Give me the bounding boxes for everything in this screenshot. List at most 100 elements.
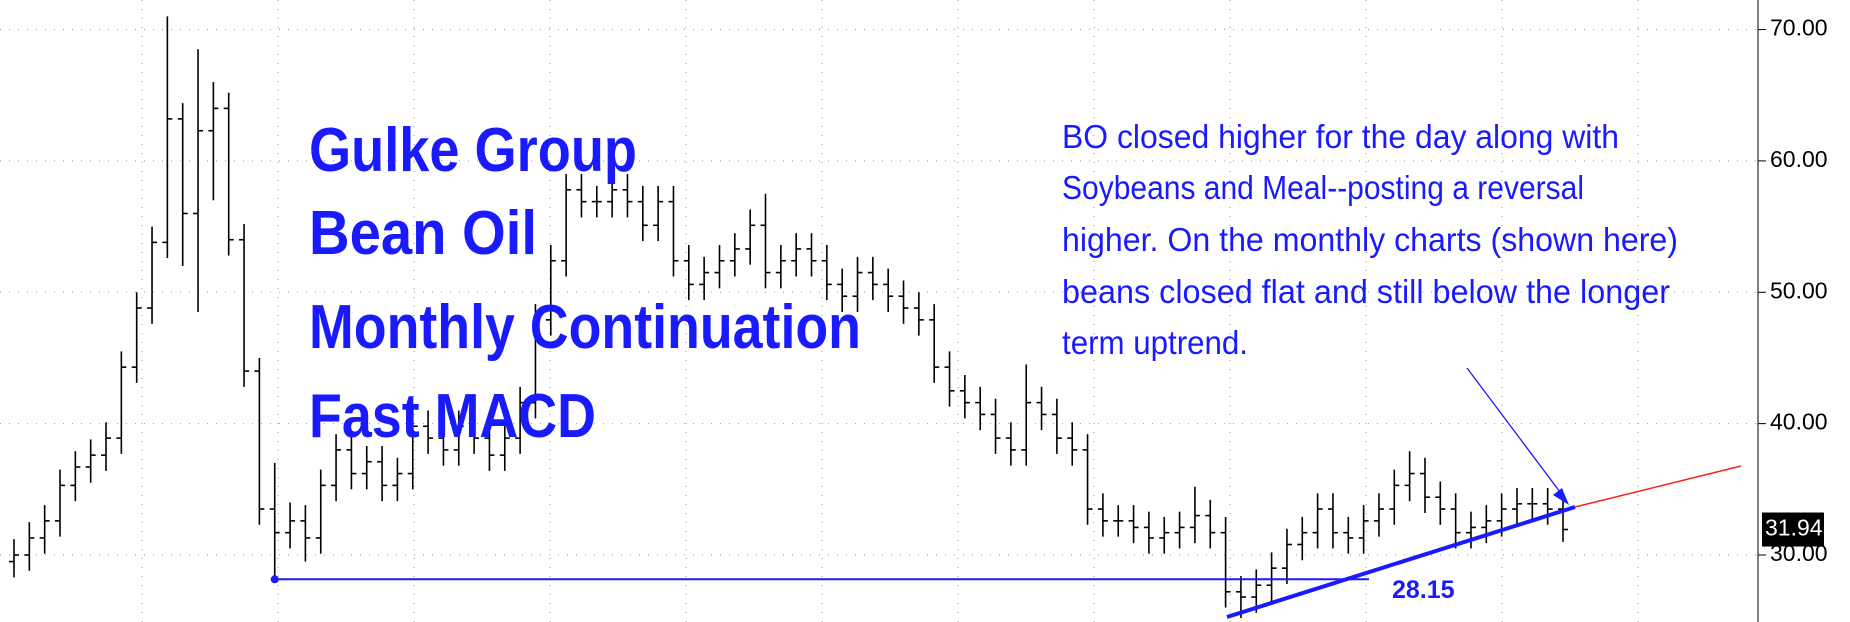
bar <box>959 375 970 419</box>
bar <box>1205 499 1216 549</box>
bar <box>453 410 464 466</box>
y-tick-label: 40.00 <box>1770 409 1828 435</box>
bar <box>591 185 602 218</box>
overlay: 28.15 <box>270 367 1742 619</box>
bar <box>85 439 96 483</box>
note-line: higher. On the monthly charts (shown her… <box>1062 221 1678 258</box>
bar <box>269 463 280 580</box>
bar <box>193 49 204 312</box>
bar <box>668 185 679 277</box>
support-dot <box>270 575 279 584</box>
bar <box>729 233 740 277</box>
note-line: Soybeans and Meal--posting a reversal <box>1062 169 1584 206</box>
bar <box>975 386 986 431</box>
bar <box>607 174 618 218</box>
bar <box>561 174 572 277</box>
bar <box>1097 493 1108 537</box>
bar <box>791 233 802 277</box>
bar <box>1297 516 1308 561</box>
bar <box>1511 488 1522 525</box>
bar <box>1373 493 1384 537</box>
bar <box>898 280 909 324</box>
bar <box>775 244 786 289</box>
bar <box>1082 434 1093 525</box>
bars <box>9 16 1568 619</box>
trend-extension <box>1574 465 1742 508</box>
bar <box>239 223 250 387</box>
y-tick-label: 70.00 <box>1770 15 1828 41</box>
bar <box>867 256 878 301</box>
bar <box>1389 469 1400 525</box>
bar <box>929 304 940 383</box>
last-price-box <box>1762 512 1824 547</box>
bar <box>530 304 541 419</box>
arrow-shaft <box>1466 367 1564 497</box>
y-tick-label: 60.00 <box>1770 146 1828 172</box>
bar <box>1558 499 1568 542</box>
note-line: BO closed higher for the day along with <box>1062 118 1619 155</box>
bar <box>346 434 357 490</box>
bar <box>1312 493 1323 549</box>
bar <box>484 422 495 471</box>
bar <box>254 357 265 525</box>
title-line: Bean Oil <box>309 199 537 268</box>
bar <box>1450 493 1461 549</box>
bar <box>760 193 771 289</box>
note-line: term uptrend. <box>1062 324 1248 361</box>
bar <box>852 256 863 312</box>
bar <box>147 226 158 324</box>
bar <box>515 386 526 454</box>
bar <box>331 434 342 502</box>
bar <box>9 539 19 578</box>
bar <box>101 422 112 471</box>
bar <box>39 505 50 554</box>
bar <box>116 351 127 454</box>
y-tick-label: 50.00 <box>1770 277 1828 303</box>
bar <box>392 457 403 502</box>
bar <box>1343 516 1354 554</box>
bar <box>1174 511 1185 549</box>
bar <box>745 209 756 265</box>
bar <box>837 268 848 312</box>
bar <box>1143 511 1154 554</box>
bar <box>1527 488 1538 520</box>
bar <box>223 92 234 256</box>
bar <box>1036 386 1047 431</box>
bar <box>361 445 372 490</box>
bar <box>208 82 219 201</box>
grid <box>0 0 1758 622</box>
bar <box>622 174 633 218</box>
bar <box>699 256 710 301</box>
bar <box>714 244 725 289</box>
bar <box>1465 511 1476 549</box>
bar <box>990 398 1001 454</box>
bar <box>545 244 556 336</box>
bar <box>131 292 142 383</box>
bar <box>162 16 173 259</box>
bar <box>423 410 434 454</box>
bar <box>70 451 81 502</box>
bar <box>300 505 311 562</box>
bar <box>1281 528 1292 584</box>
bar <box>177 103 188 267</box>
bar <box>1113 505 1124 537</box>
title-line: Fast MACD <box>309 382 596 451</box>
title-line: Gulke Group <box>309 116 637 185</box>
bar <box>55 469 66 537</box>
bar <box>1220 516 1231 608</box>
bar <box>499 422 510 471</box>
bar <box>913 292 924 336</box>
bar <box>1542 488 1553 525</box>
bar <box>1189 486 1200 544</box>
bar <box>653 185 664 242</box>
bar <box>1051 398 1062 454</box>
trend-line <box>1226 505 1576 619</box>
bar <box>285 502 296 549</box>
bar <box>469 410 480 454</box>
bar <box>1266 552 1277 601</box>
bar <box>944 351 955 407</box>
bar <box>637 185 648 242</box>
bar <box>24 522 35 571</box>
bar <box>407 410 418 490</box>
